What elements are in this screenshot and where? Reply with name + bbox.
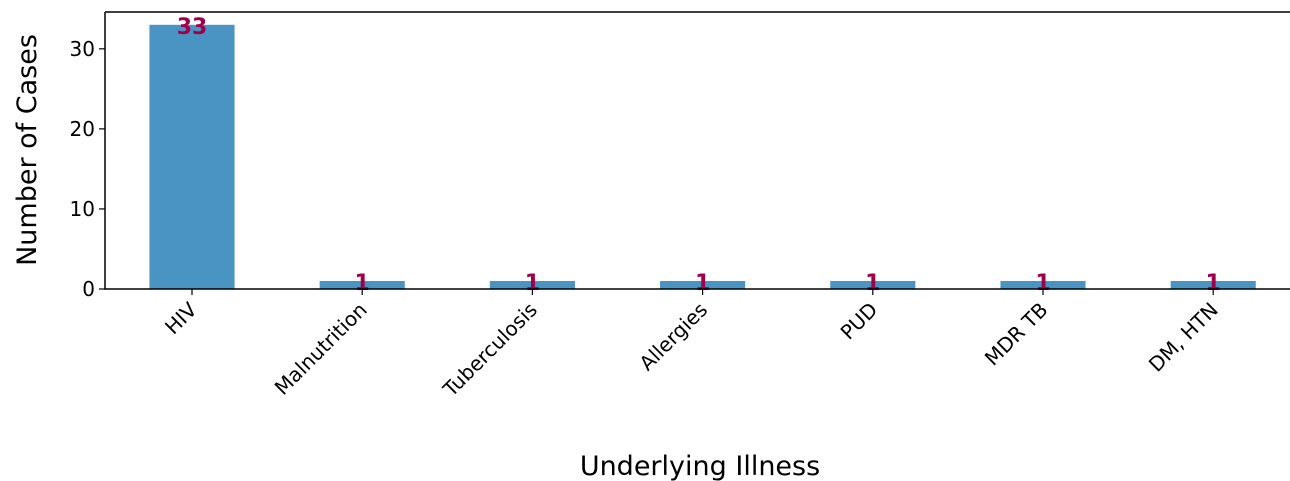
- bar: [319, 280, 405, 289]
- x-tick-label: Tuberculosis: [438, 298, 542, 402]
- value-label: 1: [1035, 271, 1050, 296]
- value-label: 1: [525, 271, 540, 296]
- x-axis-label: Underlying Illness: [580, 451, 820, 481]
- bar: [489, 280, 575, 289]
- value-label: 1: [865, 271, 880, 296]
- bar: [1170, 280, 1256, 289]
- x-tick-label: HIV: [160, 297, 202, 339]
- value-label: 33: [177, 15, 208, 40]
- bar: [830, 280, 916, 289]
- value-label: 1: [1206, 271, 1221, 296]
- y-tick-label: 20: [70, 117, 95, 141]
- x-tick-label: Malnutrition: [270, 298, 372, 400]
- bar: [149, 24, 235, 290]
- y-tick-label: 10: [70, 197, 95, 221]
- value-label: 1: [695, 271, 710, 296]
- value-label: 1: [355, 271, 370, 296]
- bar: [1000, 280, 1086, 289]
- bar: [660, 280, 746, 289]
- x-tick-label: Allergies: [634, 298, 712, 376]
- x-tick-label: DM, HTN: [1144, 298, 1223, 377]
- x-tick-label: PUD: [836, 298, 883, 345]
- y-axis-label: Number of Cases: [12, 34, 43, 266]
- y-tick-label: 30: [70, 37, 95, 61]
- axes-frame: [104, 11, 1290, 290]
- x-tick-label: MDR TB: [980, 298, 1053, 371]
- y-tick-label: 0: [82, 277, 95, 301]
